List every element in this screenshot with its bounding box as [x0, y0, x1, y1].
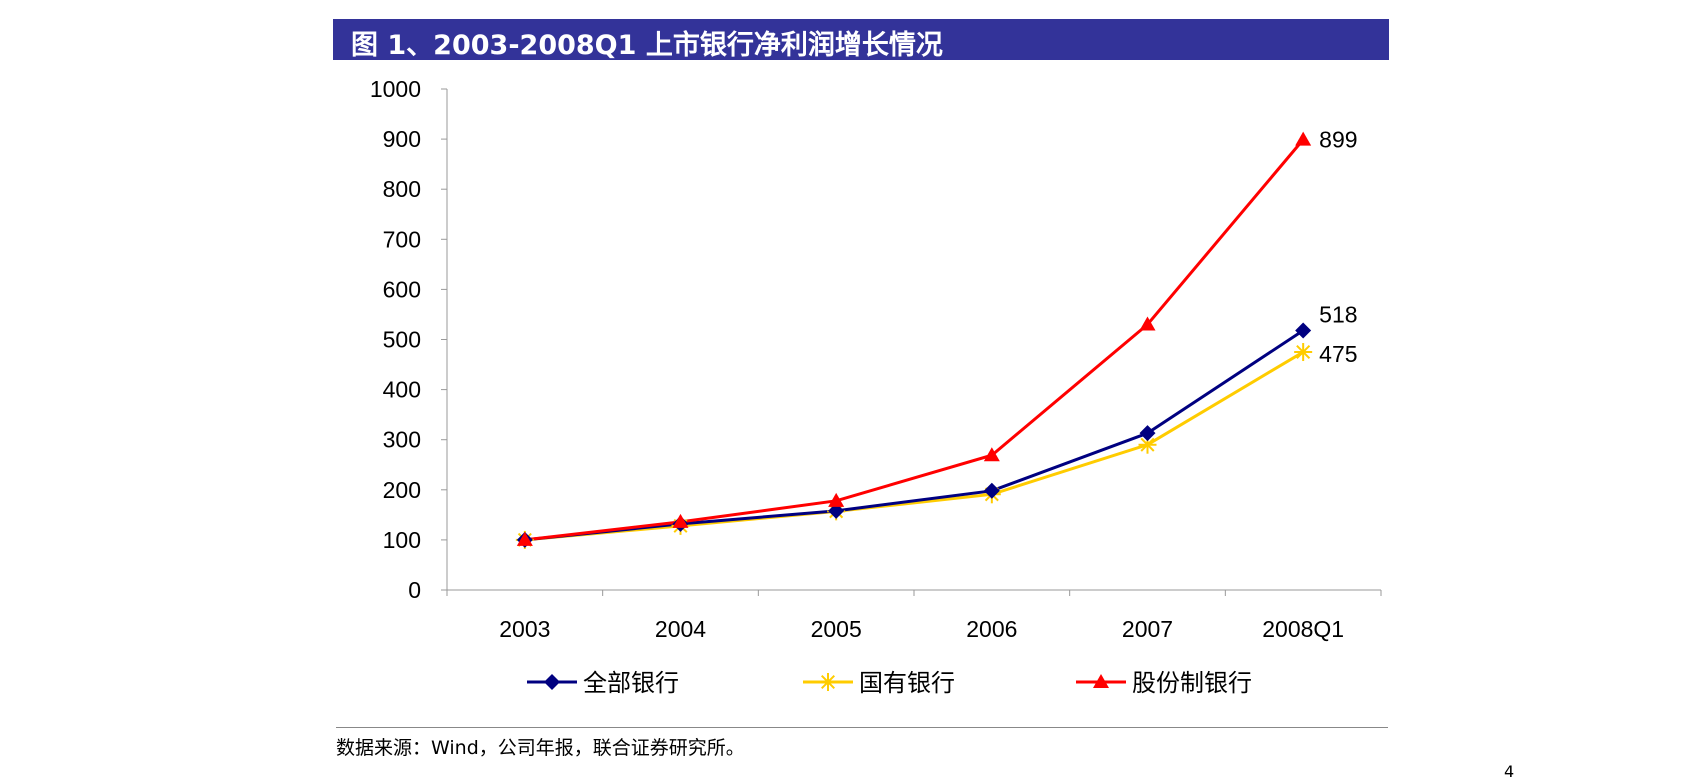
diamond-marker	[1295, 322, 1312, 339]
end-value-label: 518	[1319, 301, 1357, 327]
series-markers	[515, 131, 1313, 549]
legend-label: 国有银行	[859, 669, 955, 697]
x-tick-label: 2007	[1122, 616, 1173, 642]
end-value-label: 475	[1319, 341, 1357, 367]
x-tick-label: 2004	[655, 616, 706, 642]
triangle-marker	[1139, 316, 1156, 331]
star-marker	[819, 673, 837, 691]
y-tick-label: 200	[383, 477, 421, 503]
page-number: 4	[1504, 762, 1515, 781]
y-tick-label: 0	[408, 577, 421, 603]
legend-item-2: 股份制银行	[1076, 669, 1252, 697]
end-value-label: 899	[1319, 127, 1357, 153]
triangle-marker	[1295, 131, 1312, 146]
triangle-marker	[516, 531, 533, 546]
series-lines	[524, 138, 1305, 542]
triangle-marker	[828, 492, 845, 507]
triangle-marker	[672, 513, 689, 528]
legend: 全部银行 国有银行 股份制银行	[527, 669, 1252, 697]
legend-item-1: 国有银行	[803, 669, 955, 697]
y-tick-label: 300	[383, 427, 421, 453]
y-tick-label: 600	[383, 276, 421, 302]
diamond-marker	[544, 674, 560, 690]
x-tick-label: 2008Q1	[1262, 616, 1344, 642]
data-labels: 899 518 475	[1319, 127, 1357, 367]
y-tick-label: 700	[383, 226, 421, 252]
title-bar: 图 1、2003-2008Q1 上市银行净利润增长情况	[333, 19, 1389, 61]
star-marker	[1294, 343, 1313, 362]
axes: 0 100 200 300 400 500 600 700 800 900 1000 2003 2004…	[370, 76, 1382, 642]
y-tick-label: 100	[383, 527, 421, 553]
series-line-1	[524, 350, 1304, 542]
y-tick-label: 900	[383, 126, 421, 152]
diamond-marker	[828, 502, 845, 519]
y-tick-label: 400	[383, 377, 421, 403]
x-tick-label: 2006	[966, 616, 1017, 642]
diamond-marker	[983, 482, 1000, 499]
legend-label: 股份制银行	[1132, 669, 1252, 697]
y-tick-label: 800	[383, 176, 421, 202]
legend-item-0: 全部银行	[527, 669, 679, 697]
x-tick-label: 2003	[499, 616, 550, 642]
x-tick-label: 2005	[811, 616, 862, 642]
diamond-marker	[1139, 425, 1156, 442]
triangle-marker	[1093, 674, 1109, 688]
y-tick-label: 500	[383, 327, 421, 353]
source-divider	[336, 727, 1388, 728]
chart-title: 图 1、2003-2008Q1 上市银行净利润增长情况	[351, 30, 943, 61]
series-line-2	[524, 138, 1305, 542]
series-line-0	[524, 329, 1304, 542]
y-tick-label: 1000	[370, 76, 421, 102]
source-note: 数据来源：Wind，公司年报，联合证券研究所。	[336, 737, 745, 759]
legend-label: 全部银行	[583, 669, 679, 697]
triangle-marker	[983, 447, 1000, 462]
